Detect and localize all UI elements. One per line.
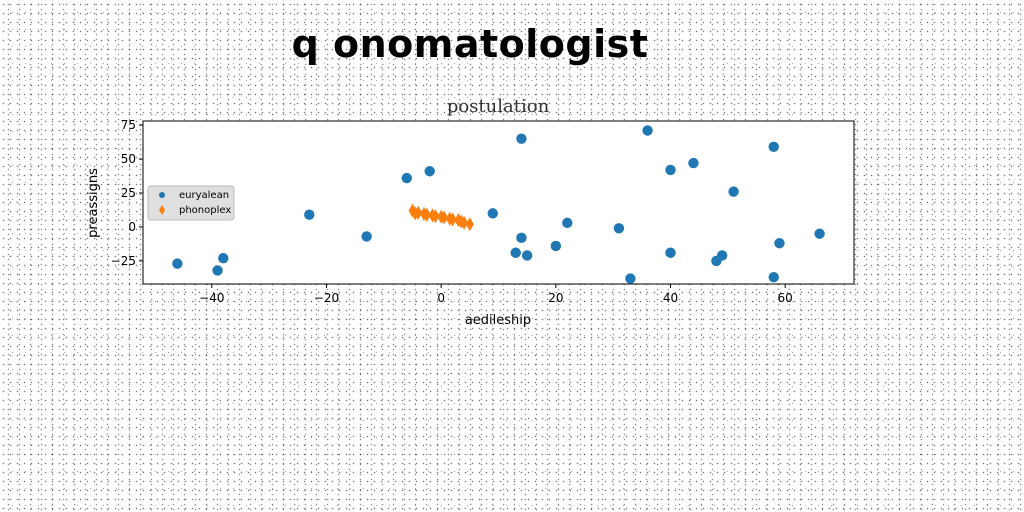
data-point-euryalean [510, 247, 521, 258]
data-point-euryalean [212, 265, 223, 276]
data-point-euryalean [768, 272, 779, 283]
legend-marker-phonoplex [159, 205, 165, 215]
data-point-euryalean [516, 232, 527, 244]
x-tick-label: 0 [437, 291, 445, 305]
chart-title: postulation [447, 96, 550, 117]
y-tick-label: 50 [121, 152, 136, 166]
data-point-euryalean [361, 231, 372, 242]
data-point-euryalean [521, 250, 533, 261]
data-point-euryalean [728, 186, 739, 197]
plot-area [142, 120, 855, 285]
data-point-phonoplex [465, 217, 474, 232]
y-axis-label: preassigns [86, 168, 101, 238]
series-euryalean [172, 125, 825, 284]
data-point-phonoplex [414, 205, 423, 220]
x-tick-label: 40 [663, 291, 678, 305]
data-point-euryalean [665, 247, 676, 258]
data-point-phonoplex [440, 210, 449, 225]
data-point-euryalean [774, 238, 785, 249]
data-point-euryalean [304, 209, 315, 220]
data-point-euryalean [665, 164, 676, 176]
data-marks [172, 125, 825, 284]
data-point-euryalean [613, 223, 625, 234]
data-point-euryalean [218, 252, 229, 264]
x-tick-label: −40 [199, 291, 224, 305]
legend: euryalean phonoplex [147, 185, 235, 221]
data-point-euryalean [716, 250, 728, 261]
data-point-euryalean [550, 240, 562, 252]
data-point-euryalean [688, 157, 699, 169]
legend-box [147, 185, 235, 221]
x-tick-label: 20 [548, 291, 563, 305]
data-point-euryalean [401, 172, 412, 184]
data-point-phonoplex [448, 212, 457, 227]
x-tick-label: 60 [778, 291, 793, 305]
x-axis-label: aedileship [465, 313, 531, 328]
legend-label-phonoplex: phonoplex [179, 205, 231, 216]
data-point-euryalean [814, 228, 825, 239]
series-phonoplex [408, 203, 474, 232]
data-point-euryalean [487, 208, 498, 219]
figure-suptitle: q onomatologist [291, 22, 649, 66]
x-axis: −40 −20 0 20 40 60 [199, 284, 793, 305]
data-point-euryalean [625, 273, 636, 284]
x-tick-label: −20 [314, 291, 339, 305]
y-tick-label: −25 [111, 254, 136, 268]
legend-label-euryalean: euryalean [179, 190, 229, 201]
y-axis: −25 0 25 50 75 [111, 118, 143, 268]
data-point-euryalean [642, 125, 653, 136]
data-point-euryalean [516, 133, 527, 144]
data-point-euryalean [562, 217, 573, 229]
data-point-phonoplex [460, 215, 469, 230]
legend-marker-euryalean [159, 192, 165, 198]
data-point-phonoplex [422, 207, 431, 222]
data-point-euryalean [424, 166, 435, 177]
y-tick-label: 75 [121, 118, 136, 132]
y-tick-label: 25 [121, 186, 136, 200]
data-point-euryalean [768, 141, 779, 153]
y-tick-label: 0 [128, 220, 136, 234]
data-point-phonoplex [431, 209, 440, 224]
data-point-euryalean [172, 258, 183, 269]
